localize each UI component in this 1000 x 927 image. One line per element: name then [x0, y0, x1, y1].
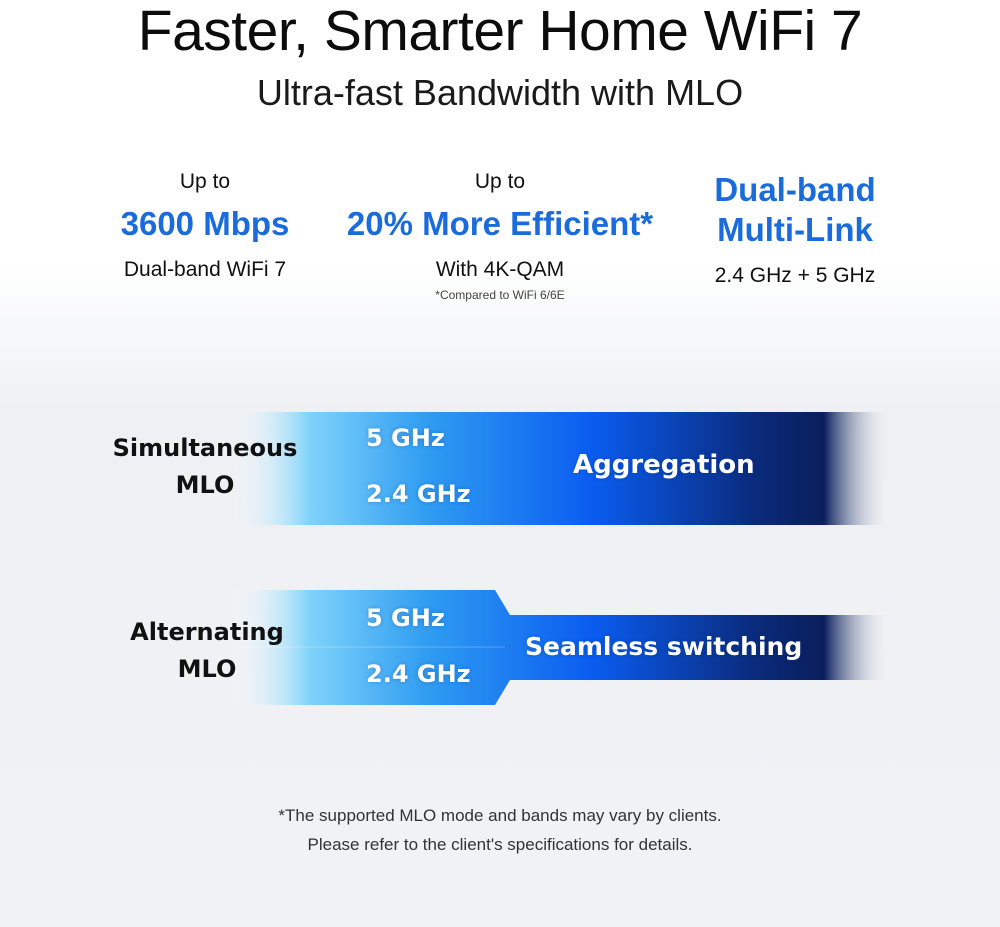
seamless-switching-label: Seamless switching — [525, 632, 803, 661]
stat-bottom: Dual-band WiFi 7 — [123, 258, 287, 281]
page-subtitle: Ultra-fast Bandwidth with MLO — [256, 72, 744, 113]
simultaneous-bar — [230, 412, 890, 525]
label-line: Alternating — [130, 618, 284, 646]
stat-highlight-2: Multi-Link — [717, 211, 873, 248]
band-5ghz: 5 GHz — [366, 604, 445, 632]
stat-multilink: Dual-band Multi-Link 2.4 GHz + 5 GHz — [615, 170, 975, 288]
label-line: MLO — [175, 471, 235, 499]
stat-highlight: 3600 Mbps — [120, 205, 290, 242]
label-line: Simultaneous — [112, 434, 298, 462]
stat-speed: Up to 3600 Mbps Dual-band WiFi 7 — [25, 170, 385, 282]
band-5ghz: 5 GHz — [366, 424, 445, 452]
stat-bottom: With 4K-QAM — [435, 258, 565, 281]
stat-top: Up to — [179, 170, 231, 193]
stat-efficiency: Up to 20% More Efficient* With 4K-QAM *C… — [320, 170, 680, 302]
stat-bottom: 2.4 GHz + 5 GHz — [714, 264, 876, 287]
stat-highlight: 20% More Efficient* — [346, 205, 654, 242]
footnote-line-2: Please refer to the client's specificati… — [307, 835, 693, 854]
band-2-4ghz: 2.4 GHz — [366, 480, 471, 508]
band-2-4ghz: 2.4 GHz — [366, 660, 471, 688]
label-line: MLO — [177, 655, 237, 683]
footnote-line-1: *The supported MLO mode and bands may va… — [278, 806, 722, 825]
simultaneous-mlo-label: Simultaneous MLO — [90, 430, 320, 504]
stat-note: *Compared to WiFi 6/6E — [435, 288, 565, 302]
stat-highlight-1: Dual-band — [714, 171, 876, 208]
alternating-bar — [230, 590, 890, 705]
alternating-mlo-label: Alternating MLO — [92, 614, 322, 688]
aggregation-label: Aggregation — [573, 450, 755, 480]
page-title: Faster, Smarter Home WiFi 7 — [137, 0, 863, 63]
stat-top: Up to — [474, 170, 526, 193]
